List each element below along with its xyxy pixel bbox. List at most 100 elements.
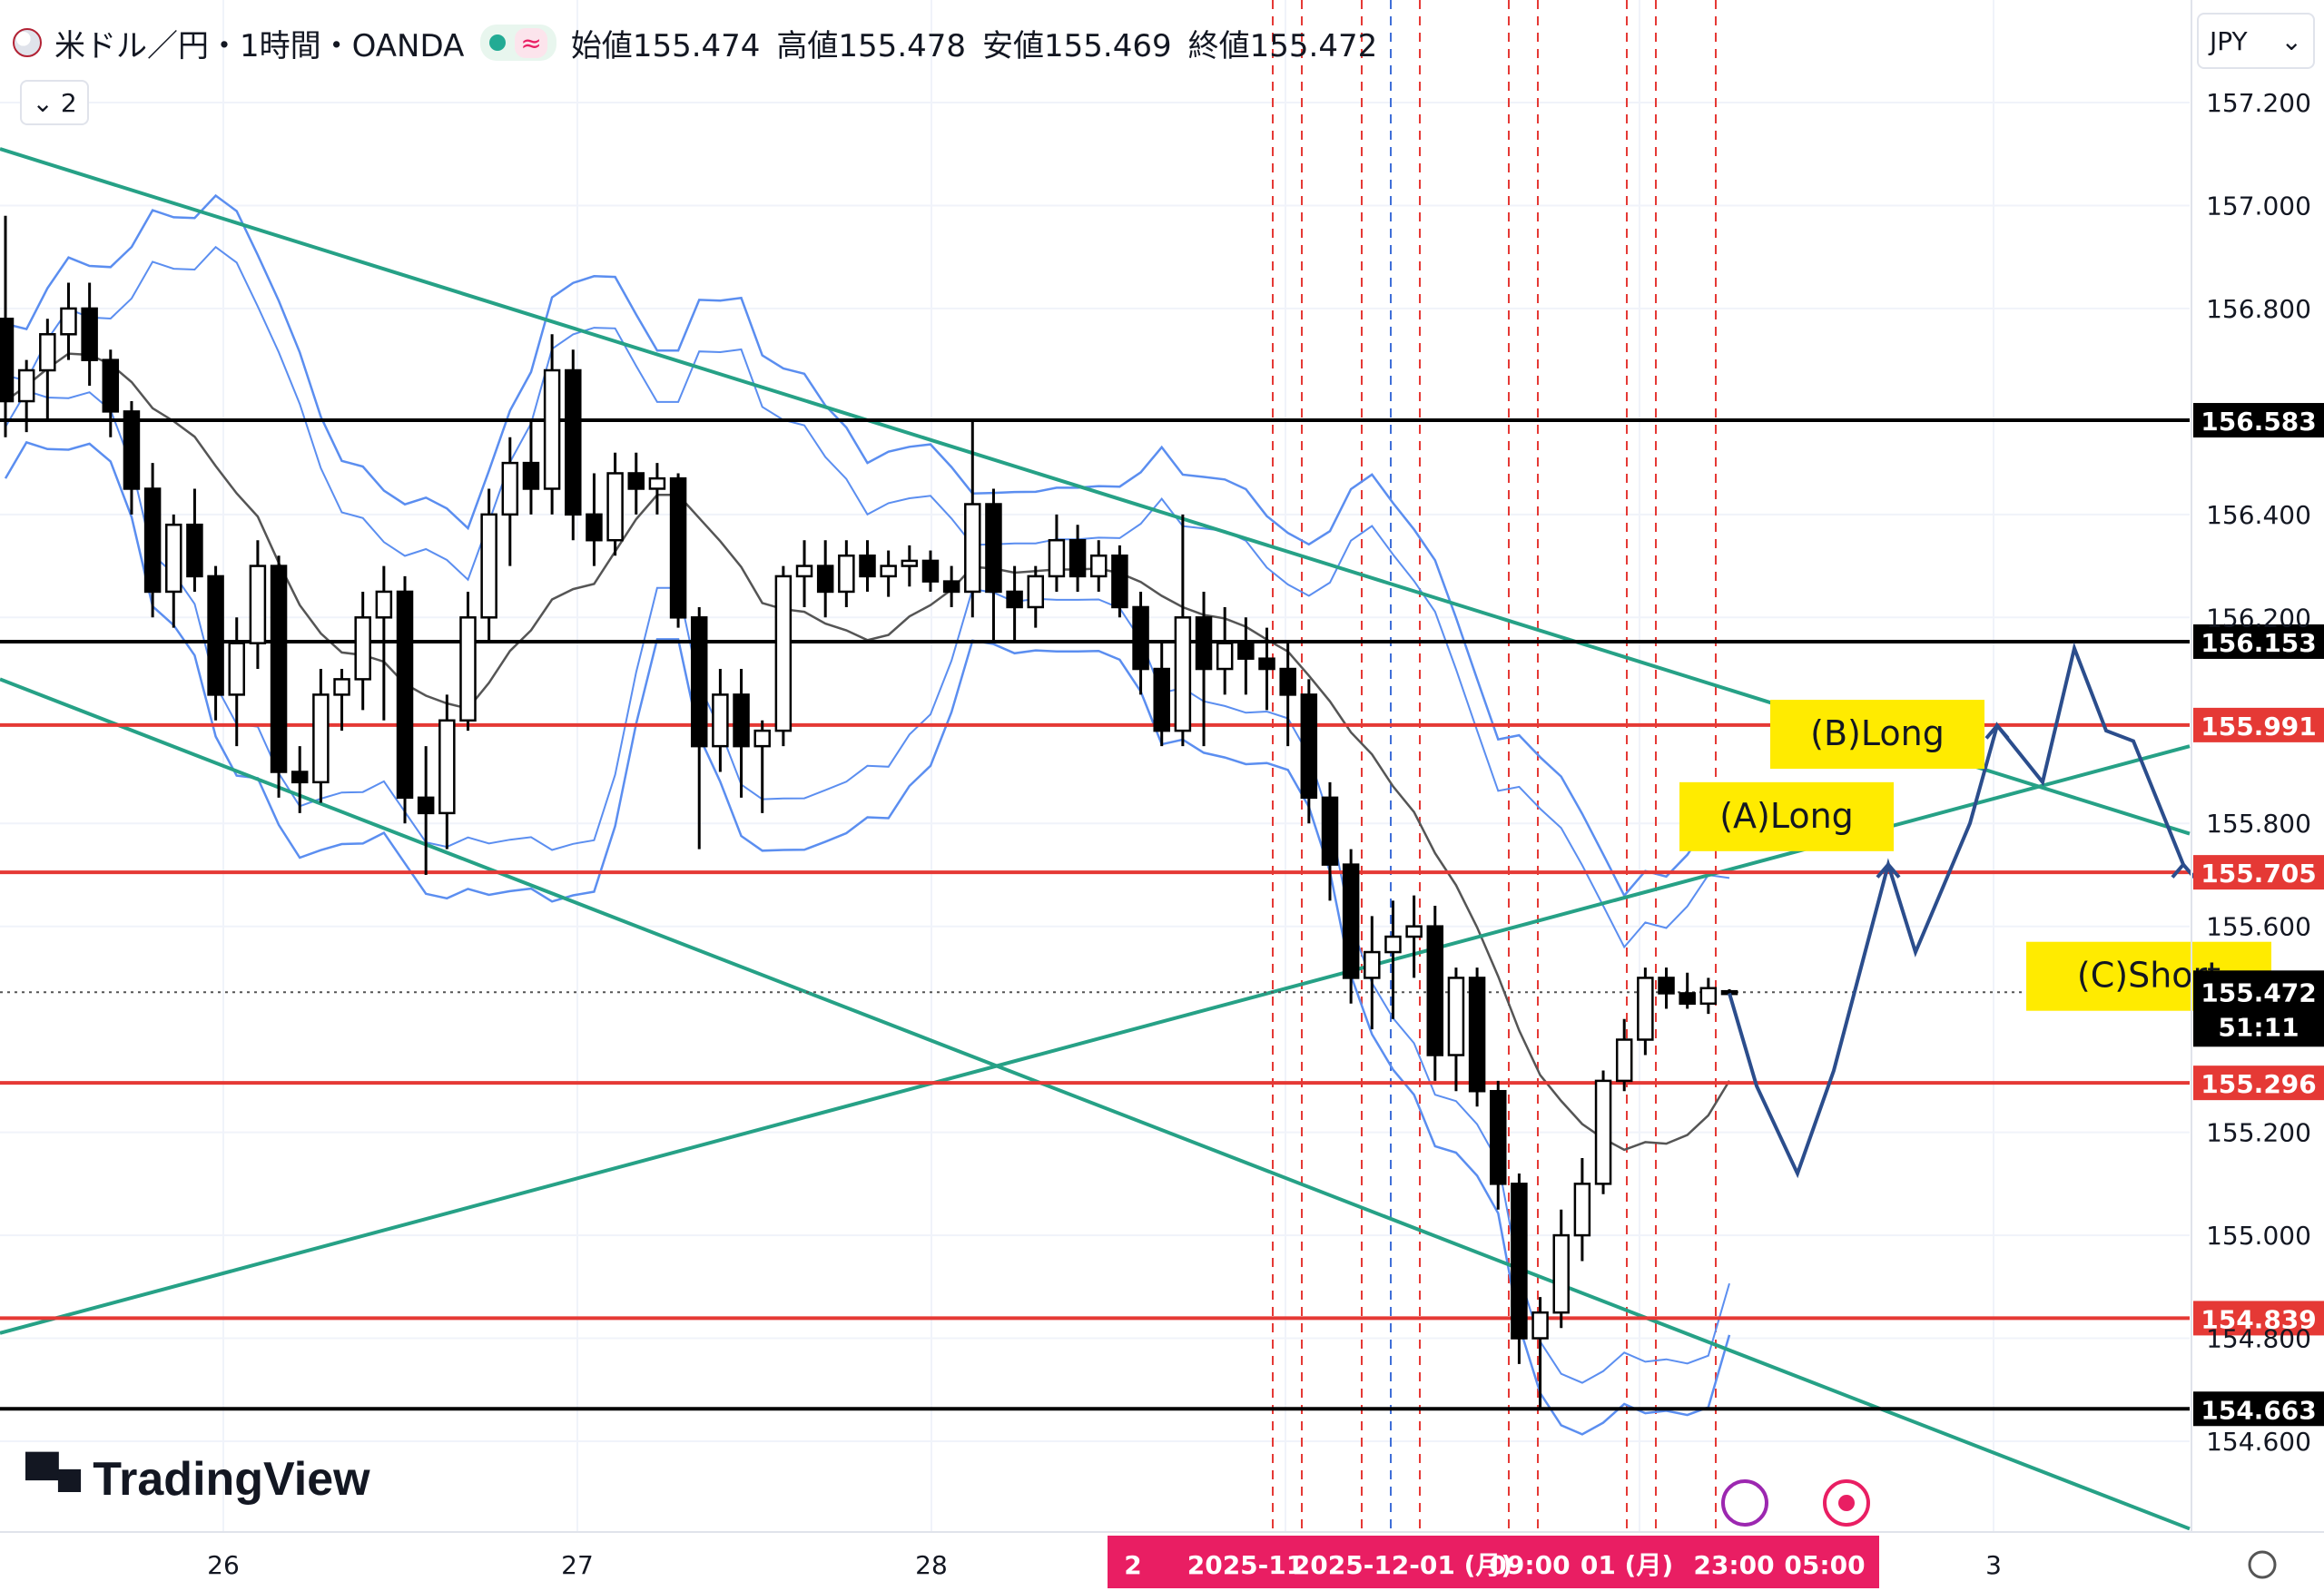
candle-body (1132, 605, 1149, 671)
candle (1405, 895, 1423, 978)
candle (753, 720, 771, 813)
candle-body (669, 476, 687, 619)
candle (1531, 1297, 1549, 1410)
candle-body (1216, 642, 1234, 671)
candle (396, 575, 414, 824)
candle-body (333, 678, 350, 696)
bar-countdown: 51:11 (2218, 1012, 2299, 1042)
candle (228, 617, 245, 747)
candle (438, 694, 456, 850)
tradingview-logo[interactable]: ▀■ TradingView (25, 1453, 370, 1506)
last-price-label: 155.472 (2201, 977, 2317, 1007)
candle-body (1573, 1183, 1591, 1237)
candle-body (354, 616, 371, 681)
candle (1279, 643, 1296, 747)
candle (733, 669, 750, 798)
candle-body (774, 575, 793, 732)
candle-body (964, 503, 981, 594)
candle-body (290, 771, 309, 784)
gear-icon (2248, 1550, 2277, 1579)
candle-body (459, 616, 477, 722)
candle (627, 452, 645, 515)
candle (648, 463, 666, 515)
candle-body (733, 693, 750, 748)
level-label-bg (2193, 1391, 2324, 1427)
candle (1132, 591, 1149, 695)
candle-body (606, 472, 624, 542)
candle (1699, 977, 1718, 1015)
candle-body (1490, 1089, 1507, 1185)
legend-collapse-button[interactable]: ⌄ 2 (20, 80, 89, 125)
candle (859, 540, 876, 592)
candle-body (1637, 977, 1654, 1041)
price-tick-label: 156.200 (2206, 603, 2311, 633)
candle (165, 514, 182, 628)
annotations: (A)Long(B)Long(C)Short (1679, 700, 2271, 1011)
inner-upper-band (5, 245, 1730, 949)
candle (186, 488, 203, 592)
candle (1111, 545, 1128, 618)
candle-body (1364, 950, 1381, 979)
candle-body (312, 693, 330, 784)
candle-body (501, 461, 519, 516)
candle-body (396, 590, 414, 800)
candle-body (1237, 642, 1255, 660)
candle-body (1300, 693, 1318, 800)
currency-selector[interactable]: JPY ⌄ (2197, 13, 2315, 69)
candle-body (816, 565, 834, 594)
candle-body (1511, 1183, 1528, 1340)
candle (1195, 591, 1213, 747)
event-markers (1272, 0, 1717, 1532)
candle (1321, 781, 1339, 901)
annotation-label: (A)Long (1679, 781, 1894, 851)
candle (0, 215, 15, 437)
tradingview-logo-icon: ▀■ (25, 1453, 84, 1506)
annotation-label: (B)Long (1770, 700, 1984, 770)
candle-body (1006, 590, 1023, 609)
candle-body (1384, 935, 1402, 954)
candle (270, 555, 288, 798)
candle (143, 463, 162, 618)
candle-body (586, 513, 603, 542)
ohlc-open: 始値155.474 (570, 27, 761, 64)
candle (1258, 627, 1275, 711)
candle (838, 540, 855, 607)
candle-body (143, 487, 162, 594)
level-label-bg (2193, 624, 2324, 659)
candle-body (795, 565, 813, 578)
time-badge-label: 23:00 (1693, 1550, 1774, 1580)
candle (207, 565, 224, 721)
status-pill[interactable]: ≈ (480, 25, 556, 61)
symbol-title[interactable]: 米ドル／円・1時間・OANDA (54, 27, 465, 64)
time-badge-label: 2025-11 (1187, 1550, 1305, 1580)
trendline (0, 677, 2191, 1531)
upper-band (5, 193, 1730, 899)
price-axis: 156.583 156.153 155.991 155.705 155.296 154.8… (2191, 0, 2324, 1532)
candle-body (1174, 616, 1192, 732)
candle (816, 540, 834, 618)
level-label: 154.663 (2201, 1395, 2317, 1425)
candle (901, 545, 919, 587)
candle-body (1594, 1079, 1612, 1185)
indicator-toggle[interactable]: ≈ (515, 27, 547, 58)
price-tick-label: 156.800 (2206, 294, 2311, 324)
candle-body (1658, 977, 1675, 995)
candle (123, 401, 141, 515)
candle (522, 421, 540, 515)
candle (1153, 643, 1170, 747)
candle (249, 540, 267, 670)
candle-body (901, 559, 919, 567)
level-label: 155.705 (2201, 859, 2317, 889)
projection-arrowhead (1984, 722, 2010, 740)
level-label-bg (2193, 1301, 2324, 1336)
candle-body (1111, 554, 1128, 609)
candle (606, 452, 624, 556)
candle-body (753, 729, 771, 748)
candle (1573, 1157, 1591, 1262)
candle (1679, 972, 1696, 1009)
candle (354, 591, 371, 711)
candlesticks (0, 215, 1738, 1410)
candle (880, 550, 897, 597)
level-label-bg (2193, 1066, 2324, 1101)
